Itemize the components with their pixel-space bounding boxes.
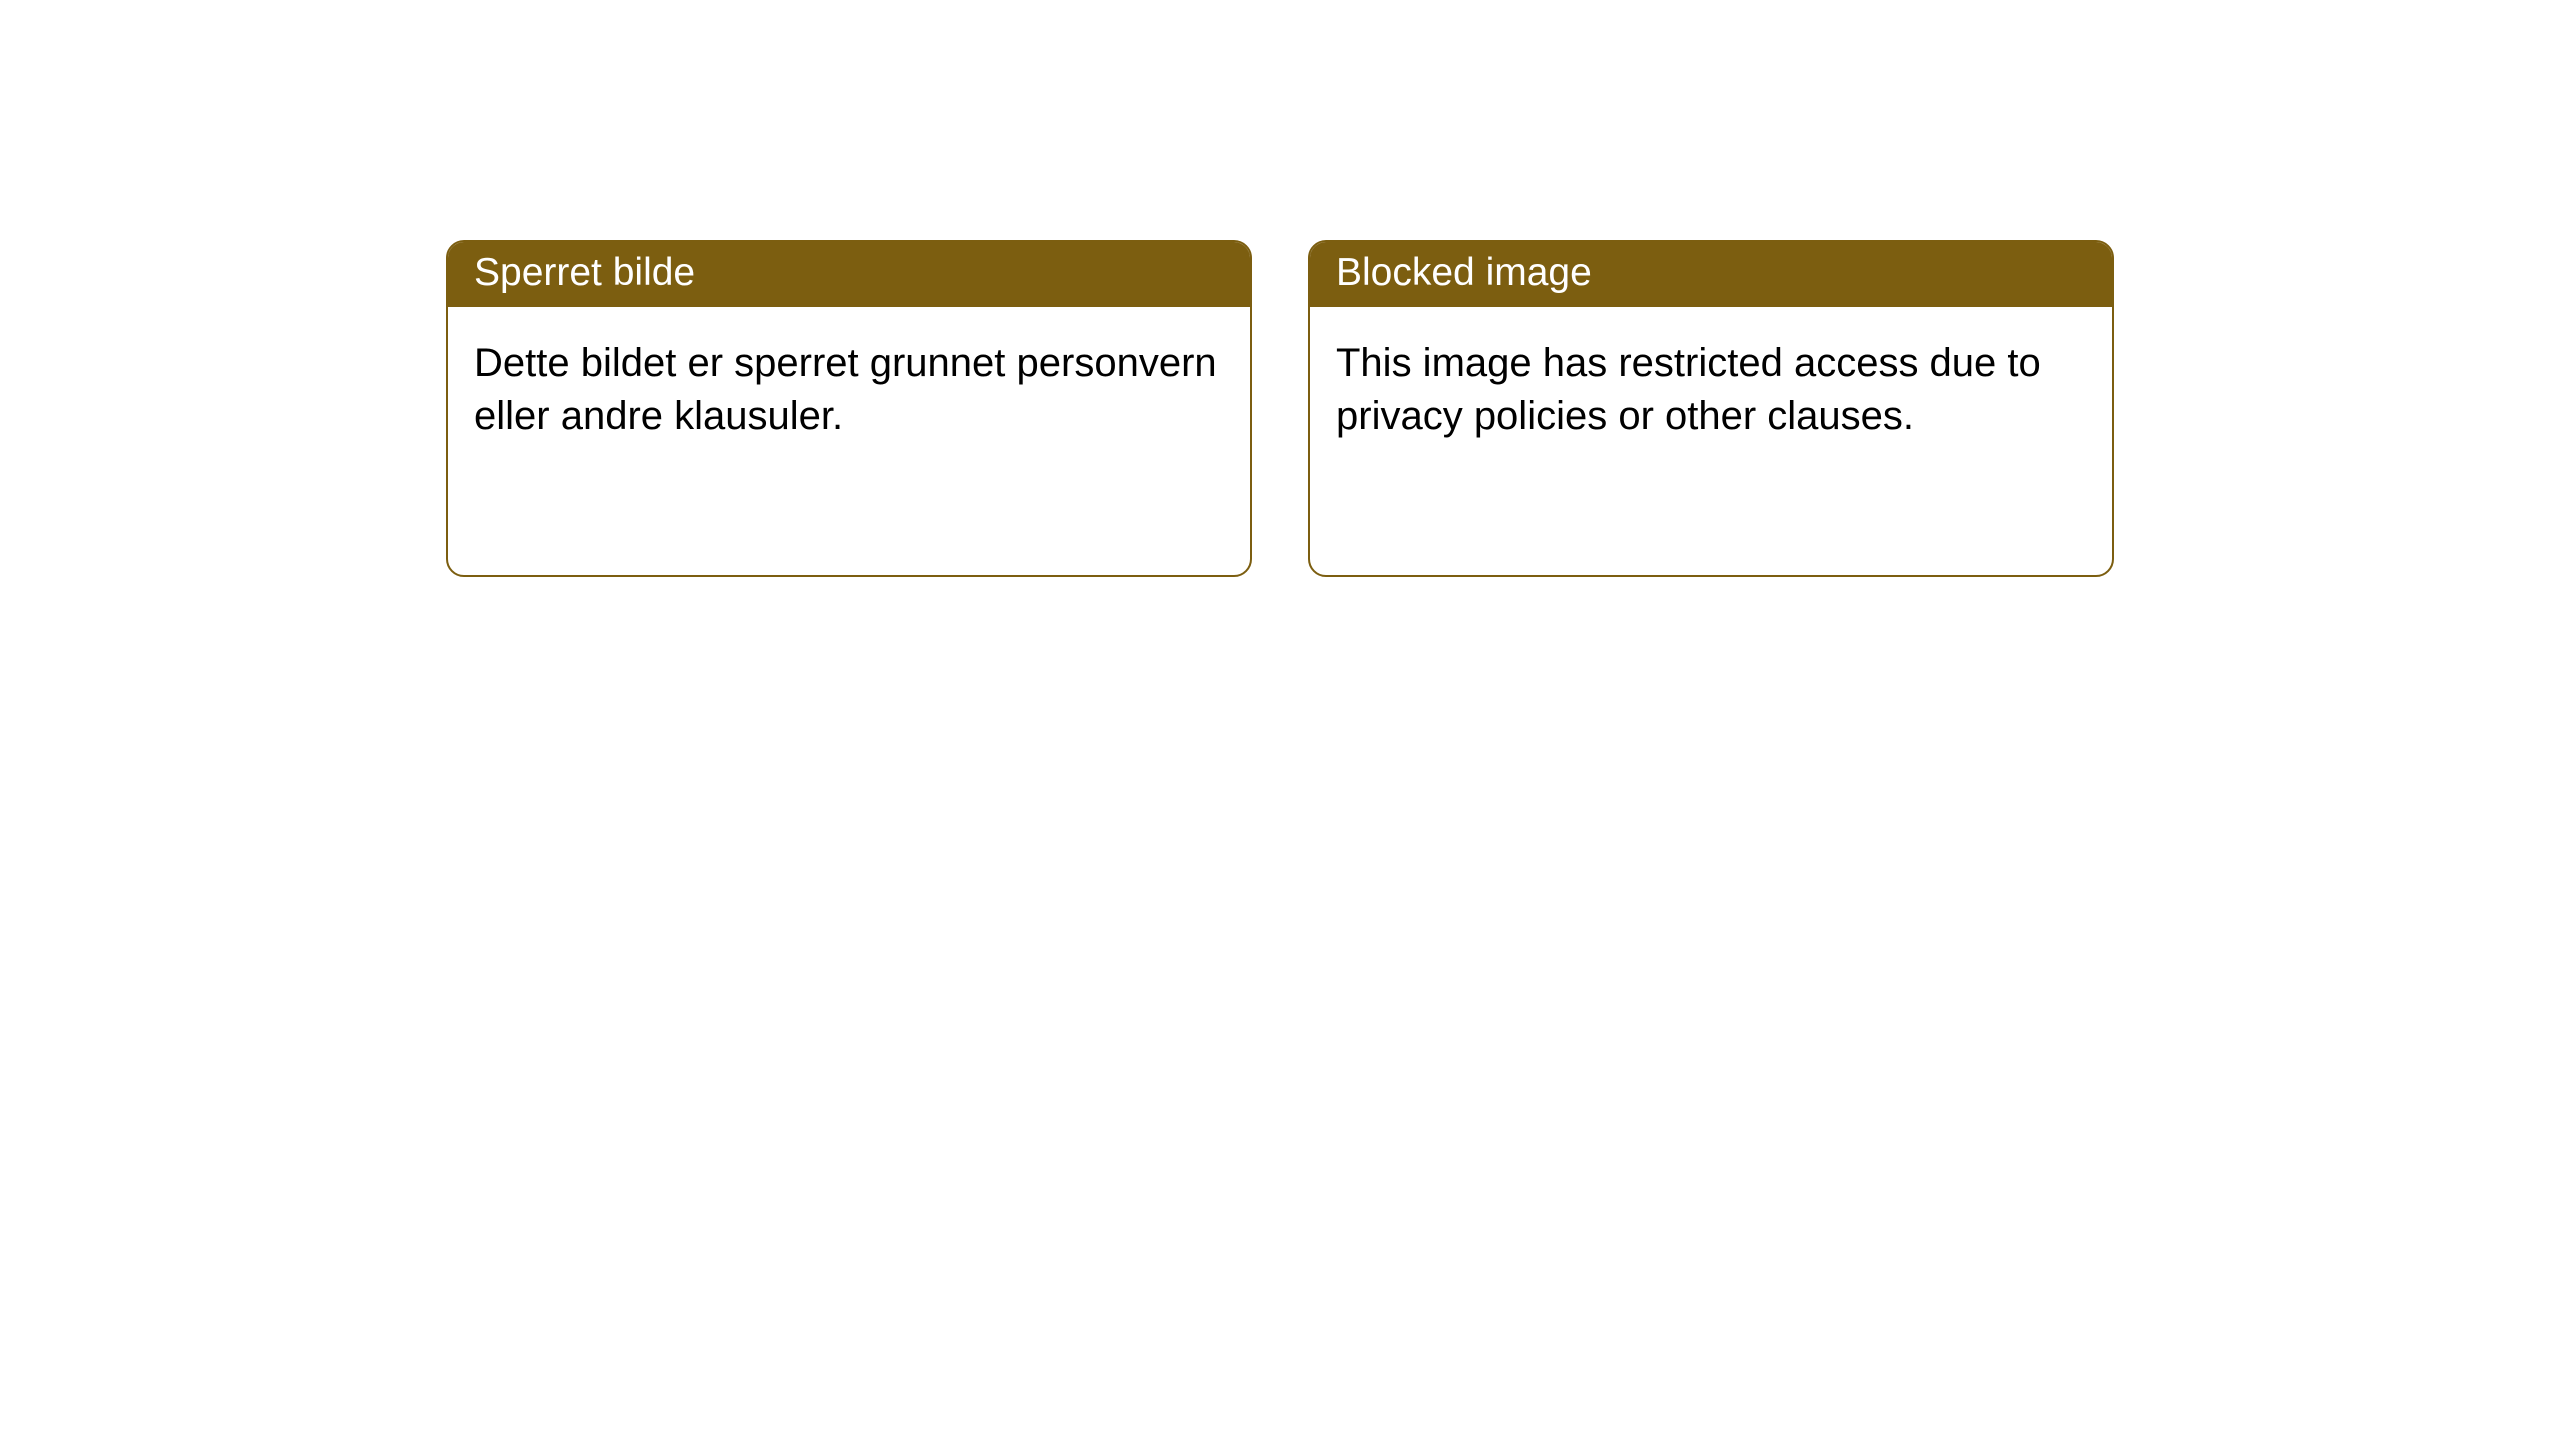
notice-title-norwegian: Sperret bilde [448, 242, 1250, 307]
notice-body-norwegian: Dette bildet er sperret grunnet personve… [448, 307, 1250, 473]
notice-box-english: Blocked image This image has restricted … [1308, 240, 2114, 577]
notice-title-english: Blocked image [1310, 242, 2112, 307]
notice-container: Sperret bilde Dette bildet er sperret gr… [0, 0, 2560, 577]
notice-body-english: This image has restricted access due to … [1310, 307, 2112, 473]
notice-box-norwegian: Sperret bilde Dette bildet er sperret gr… [446, 240, 1252, 577]
